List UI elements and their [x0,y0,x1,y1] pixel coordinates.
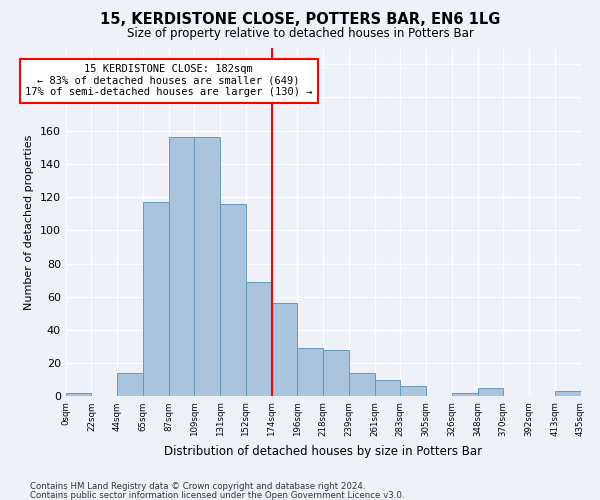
Bar [194,137,220,396]
Bar [220,204,246,396]
X-axis label: Distribution of detached houses by size in Potters Bar: Distribution of detached houses by size … [164,444,482,458]
Bar [143,202,169,396]
Bar [400,386,426,396]
Bar [349,373,374,396]
Text: Contains public sector information licensed under the Open Government Licence v3: Contains public sector information licen… [30,490,404,500]
Bar [323,350,349,397]
Bar [117,373,143,396]
Text: Size of property relative to detached houses in Potters Bar: Size of property relative to detached ho… [127,28,473,40]
Text: 15, KERDISTONE CLOSE, POTTERS BAR, EN6 1LG: 15, KERDISTONE CLOSE, POTTERS BAR, EN6 1… [100,12,500,28]
Bar [272,304,298,396]
Bar [374,380,400,396]
Bar [66,393,91,396]
Bar [452,393,478,396]
Bar [555,392,581,396]
Bar [478,388,503,396]
Text: Contains HM Land Registry data © Crown copyright and database right 2024.: Contains HM Land Registry data © Crown c… [30,482,365,491]
Text: 15 KERDISTONE CLOSE: 182sqm
← 83% of detached houses are smaller (649)
17% of se: 15 KERDISTONE CLOSE: 182sqm ← 83% of det… [25,64,313,98]
Bar [169,137,194,396]
Y-axis label: Number of detached properties: Number of detached properties [24,134,34,310]
Bar [246,282,272,397]
Bar [298,348,323,397]
